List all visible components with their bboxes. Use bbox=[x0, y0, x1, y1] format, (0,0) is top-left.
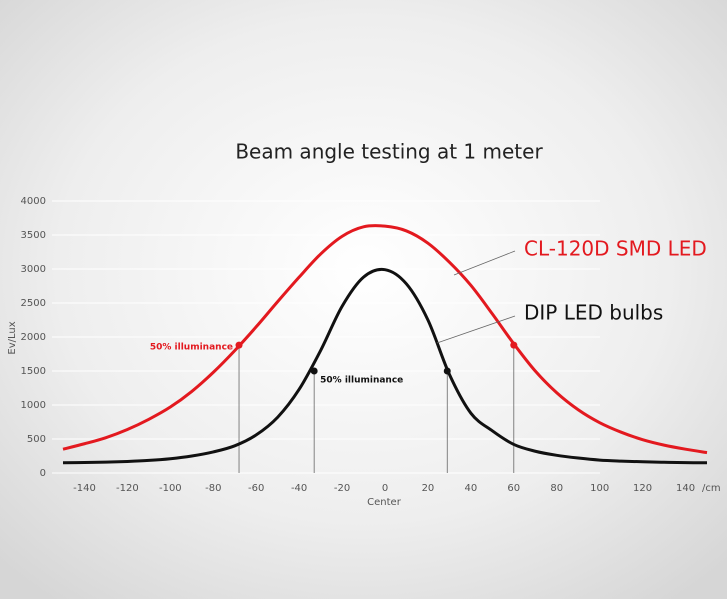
y-tick-label: 3500 bbox=[21, 230, 46, 241]
x-tick-label: -80 bbox=[205, 483, 221, 494]
series-label: CL-120D SMD LED bbox=[524, 237, 707, 261]
series-label: DIP LED bulbs bbox=[524, 301, 663, 325]
x-tick-label: 60 bbox=[507, 483, 520, 494]
series-line bbox=[62, 267, 708, 465]
x-tick-label: -20 bbox=[334, 483, 350, 494]
x-tick-label: -60 bbox=[248, 483, 264, 494]
y-tick-label: 3000 bbox=[21, 264, 46, 275]
y-tick-label: 1500 bbox=[21, 366, 46, 377]
series-line bbox=[62, 224, 708, 455]
x-axis-label: Center bbox=[367, 497, 402, 508]
x-tick-label: 40 bbox=[464, 483, 477, 494]
chart-title: Beam angle testing at 1 meter bbox=[235, 140, 543, 164]
y-tick-label: 0 bbox=[40, 468, 46, 479]
x-tick-label: 20 bbox=[422, 483, 435, 494]
x-tick-label: 100 bbox=[590, 483, 609, 494]
x-tick-label: -140 bbox=[73, 483, 96, 494]
leader-line bbox=[436, 315, 516, 344]
y-tick-label: 2000 bbox=[21, 332, 46, 343]
y-tick-label: 4000 bbox=[21, 196, 46, 207]
x-tick-label: 120 bbox=[633, 483, 652, 494]
leader-line bbox=[453, 250, 516, 276]
x-tick-label: -120 bbox=[116, 483, 139, 494]
y-axis-label: Ev/Lux bbox=[7, 321, 18, 354]
x-tick-label: -100 bbox=[159, 483, 182, 494]
x-unit: /cm bbox=[702, 483, 721, 494]
x-tick-label: 140 bbox=[676, 483, 695, 494]
x-tick-label: -40 bbox=[291, 483, 307, 494]
annotation: 50% illuminance bbox=[320, 376, 403, 386]
half-point bbox=[510, 341, 518, 349]
y-tick-label: 1000 bbox=[21, 400, 46, 411]
x-tick-label: 80 bbox=[550, 483, 563, 494]
annotation: 50% illuminance bbox=[150, 343, 233, 353]
half-point bbox=[235, 341, 243, 349]
half-point bbox=[310, 367, 318, 375]
y-tick-label: 500 bbox=[27, 434, 46, 445]
half-point bbox=[443, 367, 451, 375]
x-tick-label: 0 bbox=[382, 483, 388, 494]
y-tick-label: 2500 bbox=[21, 298, 46, 309]
